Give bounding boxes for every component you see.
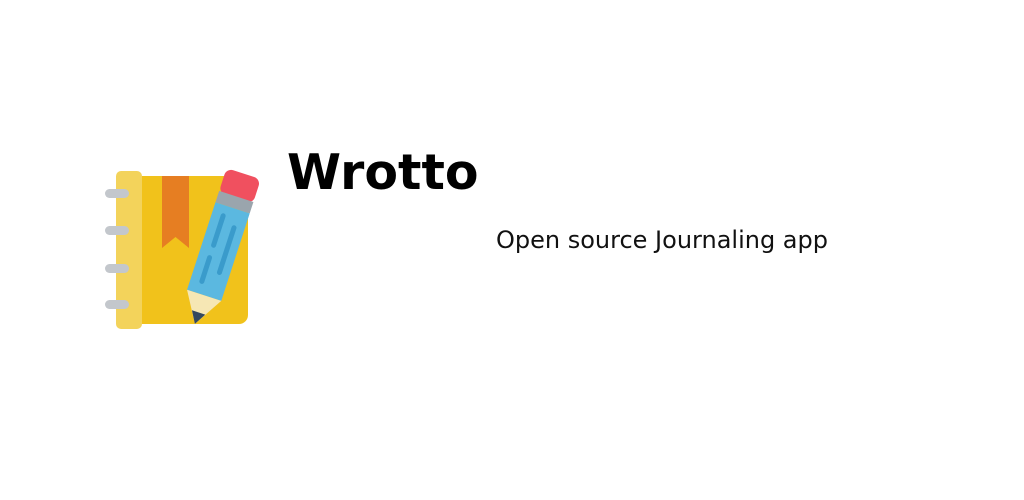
ring-2 xyxy=(105,226,129,235)
app-tagline: Open source Journaling app xyxy=(496,226,828,254)
pencil-stripe-2 xyxy=(199,255,213,284)
journal-with-pencil-icon xyxy=(105,169,260,329)
pencil-stripe-3 xyxy=(216,225,237,275)
ring-1 xyxy=(105,189,129,198)
ring-4 xyxy=(105,300,129,309)
pencil-stripe-1 xyxy=(211,213,226,248)
pencil-ferrule xyxy=(215,190,254,214)
app-title: Wrotto xyxy=(287,144,479,201)
bookmark-ribbon xyxy=(162,176,189,248)
pencil-tip xyxy=(191,310,206,324)
ring-3 xyxy=(105,264,129,273)
pencil xyxy=(187,169,260,324)
notebook-spine xyxy=(116,171,142,329)
pencil-eraser xyxy=(220,169,260,203)
